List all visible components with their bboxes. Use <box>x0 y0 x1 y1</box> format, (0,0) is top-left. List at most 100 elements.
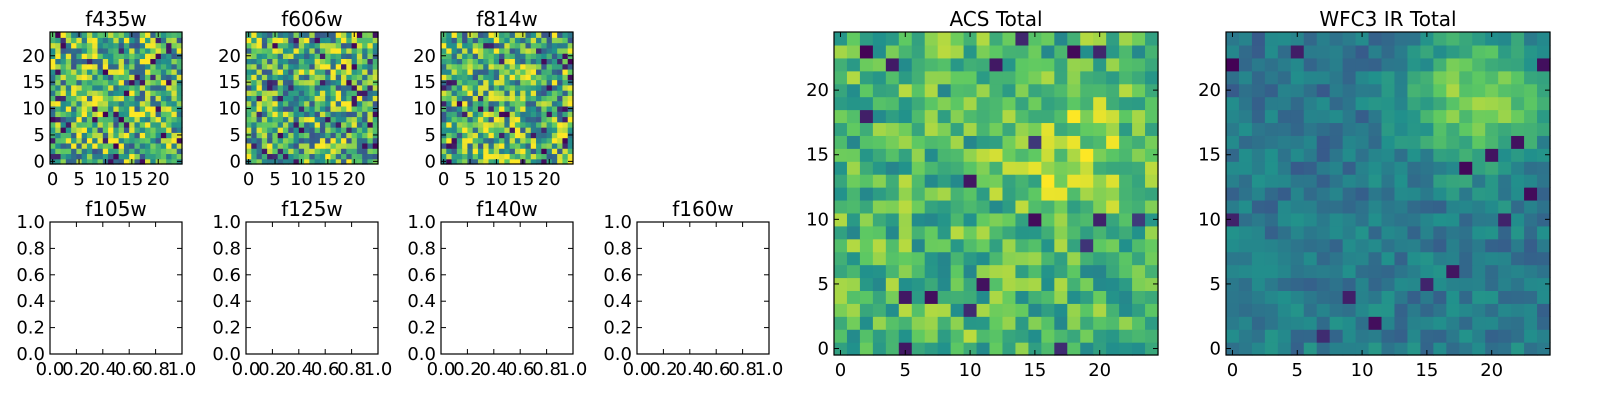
heatmap-cell <box>71 116 77 123</box>
heatmap-cell <box>872 303 887 317</box>
heatmap-cell <box>472 63 479 70</box>
heatmap-cell <box>846 225 861 240</box>
heatmap-cell <box>1485 251 1499 266</box>
heatmap-cell <box>1290 199 1305 214</box>
heatmap-cell <box>976 303 991 317</box>
heatmap-cell <box>924 290 939 304</box>
heatmap-cell <box>514 100 521 107</box>
heatmap-cell <box>1264 238 1279 253</box>
heatmap-cell <box>166 79 173 86</box>
heatmap-cell <box>1277 199 1292 214</box>
heatmap-cell <box>1028 329 1042 343</box>
heatmap-cell <box>976 148 991 162</box>
heatmap-cell <box>277 158 284 165</box>
heatmap-cell <box>1446 96 1460 111</box>
heatmap-cell <box>282 148 289 155</box>
heatmap-cell <box>166 158 173 165</box>
heatmap-cell <box>1498 148 1512 162</box>
heatmap-cell <box>293 53 300 59</box>
heatmap-cell <box>467 132 474 139</box>
heatmap-cell <box>1054 135 1068 149</box>
heatmap-cell <box>123 53 130 59</box>
heatmap-cell <box>462 95 468 102</box>
heatmap-cell <box>1028 109 1042 124</box>
heatmap-cell <box>1485 187 1499 201</box>
heatmap-cell <box>304 127 310 133</box>
heatmap-cell <box>885 148 900 162</box>
heatmap-cell <box>1002 161 1017 175</box>
heatmap-cell <box>341 63 347 70</box>
heatmap-cell <box>562 47 569 54</box>
heatmap-cell <box>155 53 162 59</box>
heatmap-cell <box>129 74 136 81</box>
heatmap-cell <box>325 42 332 49</box>
heatmap-cell <box>976 212 991 227</box>
heatmap-cell <box>525 84 532 91</box>
heatmap-cell <box>123 74 130 81</box>
heatmap-cell <box>451 132 458 139</box>
heatmap-cell <box>60 74 67 81</box>
heatmap-cell <box>1106 264 1120 279</box>
heatmap-cell <box>256 63 263 70</box>
heatmap-cell <box>246 121 252 128</box>
heatmap-cell <box>1420 32 1434 46</box>
heatmap-cell <box>81 90 88 96</box>
heatmap-cell <box>536 121 542 128</box>
heatmap-cell <box>504 84 511 91</box>
heatmap-cell <box>97 158 104 165</box>
heatmap-cell <box>1028 174 1042 188</box>
heatmap-cell <box>1342 32 1357 46</box>
heatmap-cell <box>911 264 926 279</box>
heatmap-cell <box>441 121 447 128</box>
heatmap-cell <box>139 58 146 65</box>
heatmap-cell <box>562 90 569 96</box>
heatmap-cell <box>1277 290 1292 304</box>
heatmap-cell <box>1316 199 1331 214</box>
heatmap-cell <box>1264 32 1279 46</box>
heatmap-cell <box>885 329 900 343</box>
heatmap-cell <box>924 135 939 149</box>
heatmap-cell <box>1238 329 1253 343</box>
heatmap-cell <box>1290 109 1305 124</box>
y-tick-label: 0.2 <box>603 318 632 339</box>
heatmap-cell <box>456 153 463 160</box>
heatmap-cell <box>462 63 468 70</box>
heatmap-cell <box>314 142 321 149</box>
heatmap-cell <box>176 63 183 70</box>
heatmap-cell <box>293 37 300 44</box>
heatmap-cell <box>1485 342 1499 356</box>
heatmap-cell <box>1537 264 1551 279</box>
heatmap-cell <box>1093 57 1107 72</box>
heatmap-cell <box>456 111 463 118</box>
heatmap-cell <box>1511 44 1525 59</box>
heatmap-cell <box>1446 303 1460 317</box>
heatmap-cell <box>81 111 88 118</box>
heatmap-cell <box>113 47 120 54</box>
heatmap-cell <box>520 37 527 44</box>
heatmap-cell <box>1290 83 1305 98</box>
heatmap-cell <box>1420 187 1434 201</box>
heatmap-cell <box>1485 32 1499 46</box>
heatmap-cell <box>372 42 379 49</box>
heatmap-cell <box>1394 290 1409 304</box>
heatmap-cell <box>97 84 104 91</box>
heatmap-cell <box>1459 290 1473 304</box>
heatmap-cell <box>330 137 337 144</box>
heatmap-cell <box>97 111 104 118</box>
heatmap-cell <box>55 105 62 112</box>
y-tick-label: 0 <box>818 339 829 360</box>
heatmap-cell <box>256 148 263 155</box>
heatmap-cell <box>846 83 861 98</box>
heatmap-cell <box>118 58 125 65</box>
heatmap-cell <box>1342 187 1357 201</box>
heatmap-cell <box>134 47 141 54</box>
heatmap-cell <box>1290 70 1305 85</box>
heatmap-cell <box>1381 135 1396 149</box>
heatmap-cell <box>272 79 279 86</box>
heatmap-cell <box>251 37 258 44</box>
heatmap-cell <box>277 137 284 144</box>
heatmap-cell <box>309 90 316 96</box>
heatmap-cell <box>514 68 521 75</box>
heatmap-cell <box>1080 44 1094 59</box>
